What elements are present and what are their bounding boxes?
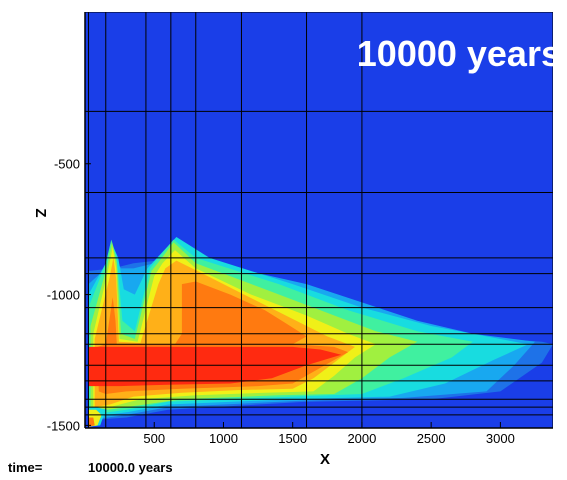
x-axis-label: X [320,451,330,468]
x-tick-label-3000: 3000 [486,431,515,446]
y-tick-label--1500: -1500 [47,418,80,433]
x-tick-label-1500: 1500 [278,431,307,446]
x-tick-label-2500: 2500 [417,431,446,446]
tick-layer: 500 1000 1500 2000 2500 3000 -500 -1000 -1500 [47,157,515,446]
contour-band-8 [88,346,342,387]
y-axis-label: Z [32,208,49,217]
contour-band-11 [88,417,95,427]
time-label: time= [8,460,43,475]
x-tick-label-500: 500 [143,431,165,446]
time-value: 10000.0 years [88,460,173,475]
x-tick-label-2000: 2000 [347,431,376,446]
y-tick-label--500: -500 [54,157,80,172]
grid-layer [85,12,553,428]
chart-title: 10000 years [357,33,561,74]
x-tick-label-1000: 1000 [209,431,238,446]
contour-layer [88,237,553,427]
y-tick-label--1000: -1000 [47,288,80,303]
